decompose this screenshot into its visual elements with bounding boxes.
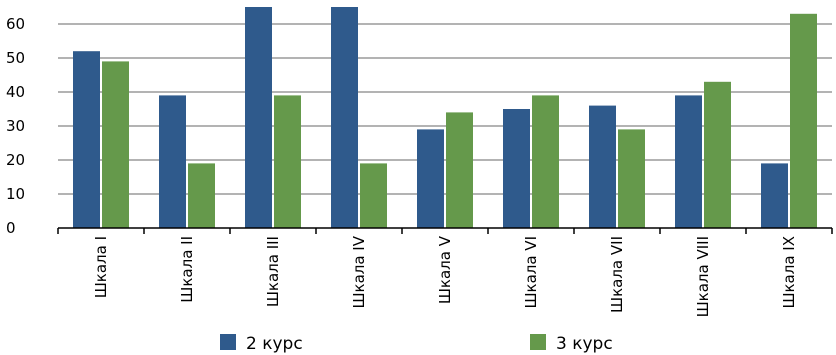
- bar-1-2: [159, 95, 186, 229]
- y-tick-label: 40: [6, 83, 25, 101]
- bar-1-6: [503, 109, 530, 228]
- bar-1-4: [331, 7, 358, 228]
- bars: [73, 7, 817, 229]
- y-tick-label: 10: [6, 185, 25, 203]
- category-label: Шкала I: [92, 236, 110, 298]
- legend-label-1: 2 курс: [246, 334, 303, 354]
- bar-1-7: [589, 105, 616, 228]
- bar-2-9: [790, 13, 817, 228]
- legend-swatch-1: [220, 334, 236, 350]
- category-labels: Шкала I Шкала II Шкала III Шкала IV Шкала V Ш…: [92, 235, 798, 317]
- bar-2-4: [360, 163, 387, 228]
- category-label: Шкала VII: [608, 236, 626, 313]
- category-label: Шкала IX: [780, 236, 798, 309]
- legend: 2 курс 3 курс: [220, 334, 613, 354]
- bar-2-1: [102, 61, 129, 229]
- bar-1-8: [675, 95, 702, 229]
- bar-2-6: [532, 95, 559, 229]
- bar-2-3: [274, 95, 301, 229]
- y-tick-label: 30: [6, 117, 25, 135]
- legend-label-2: 3 курс: [556, 334, 613, 354]
- y-axis-tick-labels: 0 10 20 30 40 50 60: [6, 15, 25, 237]
- y-tick-label: 50: [6, 49, 25, 67]
- grid-lines: [58, 23, 832, 195]
- legend-swatch-2: [530, 334, 546, 350]
- bar-1-1: [73, 51, 100, 229]
- x-axis: [57, 227, 833, 234]
- bar-1-3: [245, 7, 272, 228]
- category-label: Шкала IV: [350, 235, 368, 308]
- bar-2-5: [446, 112, 473, 228]
- category-label: Шкала III: [264, 236, 282, 307]
- bar-1-9: [761, 163, 788, 228]
- bar-2-2: [188, 163, 215, 228]
- y-tick-label: 0: [6, 219, 16, 237]
- bar-2-7: [618, 129, 645, 228]
- category-label: Шкала VI: [522, 236, 540, 309]
- category-label: Шкала VIII: [694, 236, 712, 317]
- bar-2-8: [704, 81, 731, 228]
- bar-1-5: [417, 129, 444, 228]
- category-label: Шкала II: [178, 236, 196, 303]
- category-label: Шкала V: [436, 235, 454, 304]
- y-tick-label: 20: [6, 151, 25, 169]
- y-tick-label: 60: [6, 15, 25, 33]
